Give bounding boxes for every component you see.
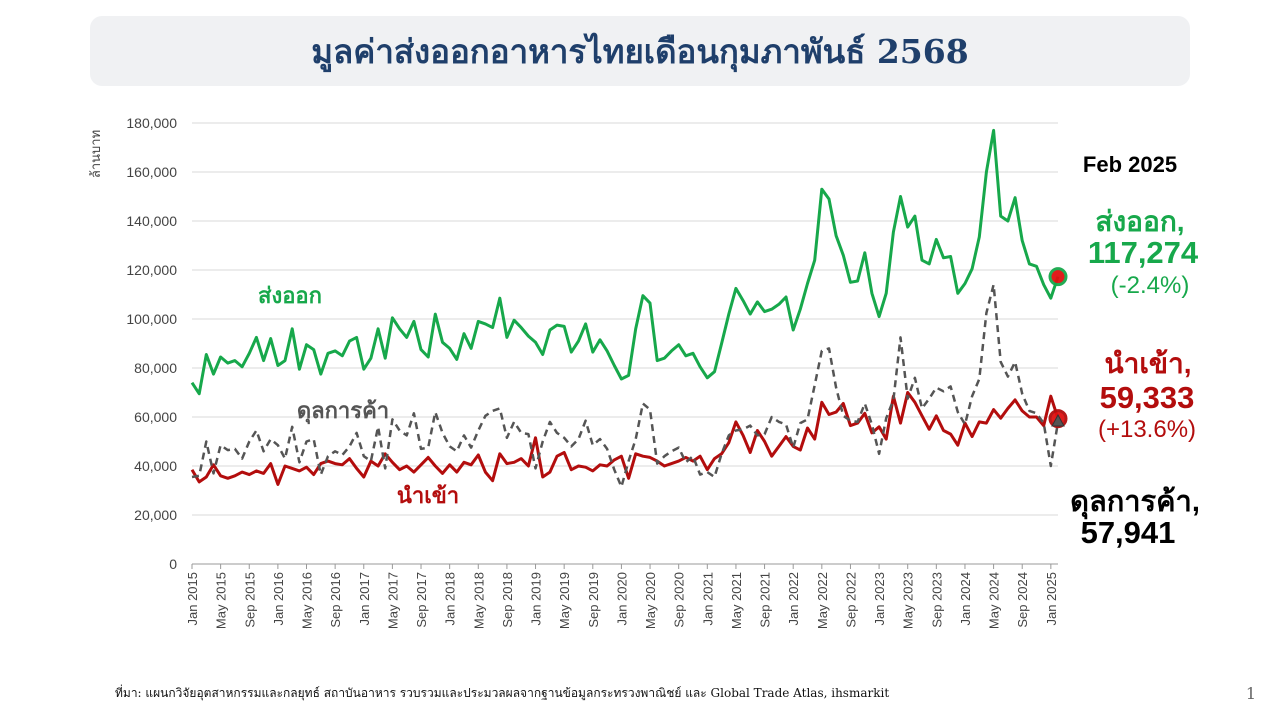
y-axis-label: ล้านบาท xyxy=(89,130,104,178)
x-tick-label: Sep 2020 xyxy=(672,572,687,628)
marker-balance xyxy=(1051,414,1065,427)
x-tick-label: May 2022 xyxy=(815,572,830,629)
series-label-balance: ดุลการค้า xyxy=(297,399,389,425)
x-tick-label: May 2023 xyxy=(901,572,916,629)
x-tick-label: Jan 2017 xyxy=(357,572,372,626)
y-tick-label: 80,000 xyxy=(134,360,177,376)
annotation-export-change: (-2.4%) xyxy=(1110,272,1190,299)
y-tick-label: 20,000 xyxy=(134,507,177,523)
annotation-export-value: 117,274 xyxy=(1087,235,1199,270)
x-tick-label: Jan 2016 xyxy=(271,572,286,626)
marker-export xyxy=(1048,267,1068,287)
x-tick-label: Sep 2019 xyxy=(586,572,601,628)
balance-line xyxy=(191,283,1060,489)
x-tick-label: May 2015 xyxy=(214,572,229,629)
x-tick-label: May 2024 xyxy=(987,572,1002,629)
x-tick-label: May 2018 xyxy=(471,572,486,629)
y-tick-label: 0 xyxy=(169,556,177,572)
x-tick-label: Jan 2019 xyxy=(529,572,544,626)
x-tick-label: Sep 2022 xyxy=(843,572,858,628)
annotation-import-change: (+13.6%) xyxy=(1097,416,1197,443)
annotation-import-value: 59,333 xyxy=(1099,380,1195,415)
x-tick-label: Sep 2023 xyxy=(929,572,944,628)
y-tick-label: 140,000 xyxy=(126,213,177,229)
x-tick-label: Jan 2024 xyxy=(958,572,973,626)
x-tick-label: Sep 2016 xyxy=(328,572,343,628)
page-title: มูลค่าส่งออกอาหารไทยเดือนกุมภาพันธ์ 2568 xyxy=(311,31,969,71)
annotation-balance-label: ดุลการค้า, xyxy=(1070,486,1200,518)
x-tick-label: Sep 2017 xyxy=(414,572,429,628)
y-tick-label: 120,000 xyxy=(126,262,177,278)
y-tick-label: 40,000 xyxy=(134,458,177,474)
export-line xyxy=(190,128,1060,396)
x-tick-label: Jan 2025 xyxy=(1044,572,1059,626)
x-tick-label: Sep 2015 xyxy=(242,572,257,628)
x-tick-label: Jan 2020 xyxy=(614,572,629,626)
annotation-balance-value: 57,941 xyxy=(1080,515,1176,550)
y-tick-label: 100,000 xyxy=(126,311,177,327)
x-tick-label: Jan 2023 xyxy=(872,572,887,626)
x-tick-label: May 2020 xyxy=(643,572,658,629)
y-tick-label: 160,000 xyxy=(126,164,177,180)
annotation-date: Feb 2025 xyxy=(1082,152,1178,177)
x-tick-label: Jan 2022 xyxy=(786,572,801,626)
import-line xyxy=(190,391,1060,486)
x-tick-label: Jan 2015 xyxy=(185,572,200,626)
annotation-import-label: นำเข้า, xyxy=(1104,348,1192,379)
title-bar: มูลค่าส่งออกอาหารไทยเดือนกุมภาพันธ์ 2568 xyxy=(90,16,1190,86)
series-label-export: ส่งออก xyxy=(258,284,322,309)
x-tick-label: May 2021 xyxy=(729,572,744,629)
x-tick-label: May 2019 xyxy=(557,572,572,629)
x-tick-label: Jan 2021 xyxy=(700,572,715,626)
x-tick-label: Sep 2021 xyxy=(758,572,773,628)
source-note: ที่มา: แผนกวิจัยอุตสาหกรรมและกลยุทธ์ สถา… xyxy=(115,686,890,700)
x-tick-label: May 2016 xyxy=(300,572,315,629)
x-tick-label: Sep 2018 xyxy=(500,572,515,628)
y-tick-label: 60,000 xyxy=(134,409,177,425)
x-tick-label: May 2017 xyxy=(385,572,400,629)
x-tick-label: Sep 2024 xyxy=(1015,572,1030,628)
page-number: 1 xyxy=(1245,684,1256,703)
series-label-import: นำเข้า xyxy=(397,484,459,509)
x-tick-label: Jan 2018 xyxy=(443,572,458,626)
y-tick-label: 180,000 xyxy=(126,115,177,131)
annotation-export-label: ส่งออก, xyxy=(1095,206,1185,237)
